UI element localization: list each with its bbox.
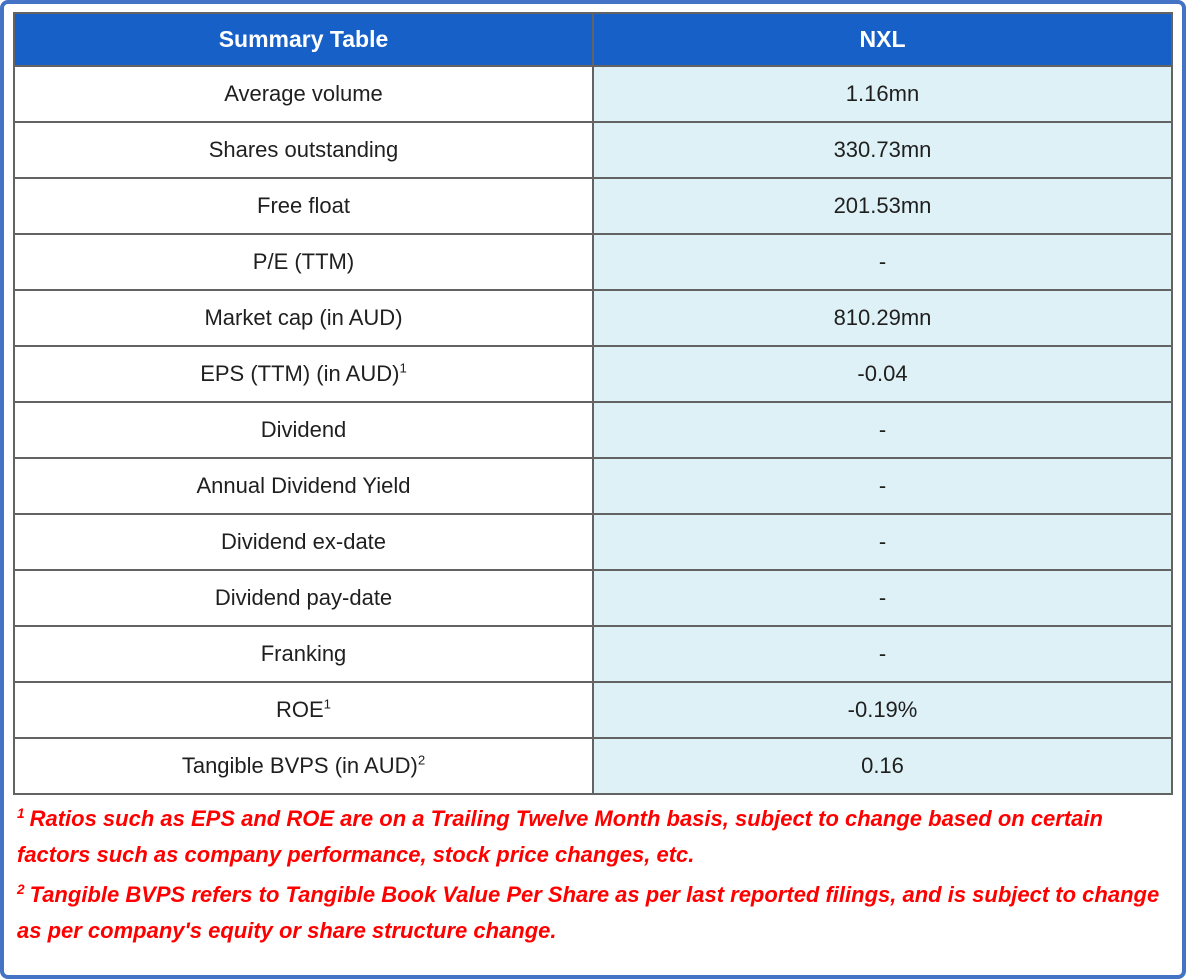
row-value: - [592,233,1173,291]
row-label-text: Dividend pay-date [214,585,393,610]
table-row-roe: ROE1 -0.19% [13,681,1173,739]
row-value: 810.29mn [592,289,1173,347]
row-value: - [592,401,1173,459]
footnote-1-marker: 1 [17,805,25,821]
row-label: Franking [13,625,594,683]
row-label: Market cap (in AUD) [13,289,594,347]
footnote-ref: 1 [399,360,407,376]
row-label-text: Tangible BVPS (in AUD) [181,753,418,778]
row-label: Average volume [13,65,594,123]
row-label: Dividend ex-date [13,513,594,571]
summary-table: Summary Table NXL Average volume 1.16mn … [13,12,1173,795]
row-value: -0.04 [592,345,1173,403]
row-label: ROE1 [13,681,594,739]
table-row-franking: Franking - [13,625,1173,683]
row-label-text: Shares outstanding [208,137,399,162]
row-value: 1.16mn [592,65,1173,123]
row-value: - [592,513,1173,571]
row-label-text: Average volume [224,81,383,106]
footnote-2: 2 Tangible BVPS refers to Tangible Book V… [17,877,1169,949]
row-value: 201.53mn [592,177,1173,235]
row-value: - [592,569,1173,627]
footnotes-section: 1 Ratios such as EPS and ROE are on a Tra… [13,795,1173,949]
row-label: Annual Dividend Yield [13,457,594,515]
row-label: Shares outstanding [13,121,594,179]
row-value: - [592,457,1173,515]
row-label: EPS (TTM) (in AUD)1 [13,345,594,403]
row-label: P/E (TTM) [13,233,594,291]
table-row-eps-ttm: EPS (TTM) (in AUD)1 -0.04 [13,345,1173,403]
table-row-dividend: Dividend - [13,401,1173,459]
table-row-pe-ttm: P/E (TTM) - [13,233,1173,291]
table-row-tangible-bvps: Tangible BVPS (in AUD)2 0.16 [13,737,1173,795]
table-row-annual-dividend-yield: Annual Dividend Yield - [13,457,1173,515]
table-row-dividend-ex-date: Dividend ex-date - [13,513,1173,571]
row-label-text: EPS (TTM) (in AUD) [200,361,400,386]
table-row-free-float: Free float 201.53mn [13,177,1173,235]
row-label-text: Franking [260,641,347,666]
footnote-2-marker: 2 [17,881,25,897]
row-label: Dividend pay-date [13,569,594,627]
table-row-average-volume: Average volume 1.16mn [13,65,1173,123]
table-row-dividend-pay-date: Dividend pay-date - [13,569,1173,627]
footnote-1-text: Ratios such as EPS and ROE are on a Trai… [17,806,1103,867]
row-label-text: Market cap (in AUD) [204,305,403,330]
header-ticker-nxl: NXL [592,12,1173,67]
row-value: -0.19% [592,681,1173,739]
header-summary-table: Summary Table [13,12,594,67]
row-label-text: Annual Dividend Yield [196,473,411,498]
row-label-text: P/E (TTM) [252,249,355,274]
row-label-text: Free float [257,193,350,218]
row-value: - [592,625,1173,683]
footnote-ref: 2 [417,752,426,768]
footnote-1: 1 Ratios such as EPS and ROE are on a Tra… [17,801,1169,873]
row-label: Tangible BVPS (in AUD)2 [13,737,594,795]
row-label: Free float [13,177,594,235]
footnote-ref: 1 [323,696,332,712]
row-label-text: Dividend [260,417,347,442]
row-label-text: Dividend ex-date [220,529,387,554]
table-row-market-cap: Market cap (in AUD) 810.29mn [13,289,1173,347]
row-label-text: ROE [275,697,324,722]
table-header-row: Summary Table NXL [13,12,1173,67]
row-label: Dividend [13,401,594,459]
row-value: 330.73mn [592,121,1173,179]
row-value: 0.16 [592,737,1173,795]
table-row-shares-outstanding: Shares outstanding 330.73mn [13,121,1173,179]
footnote-2-text: Tangible BVPS refers to Tangible Book Va… [17,882,1160,943]
